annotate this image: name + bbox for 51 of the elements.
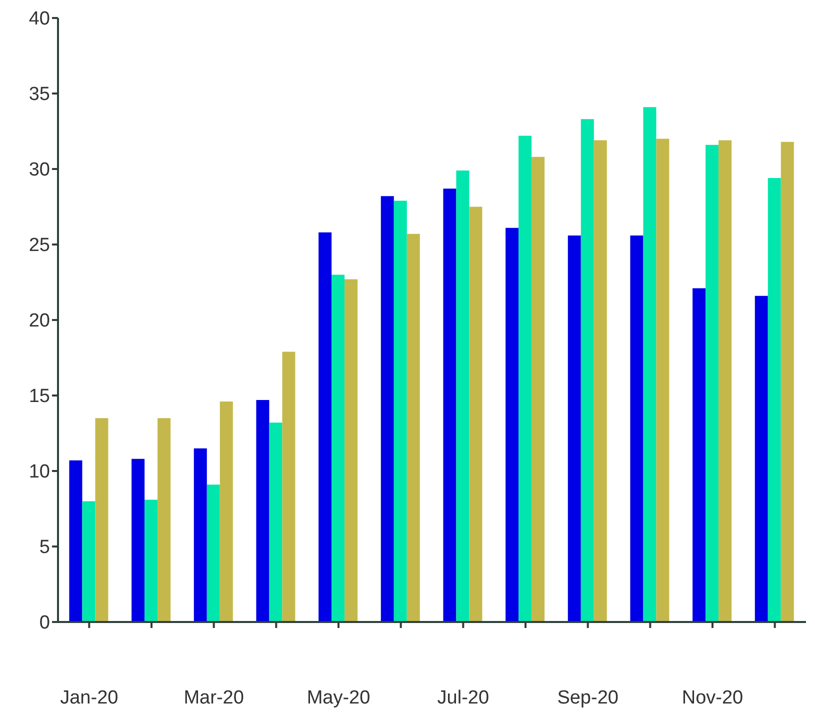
bar (318, 232, 332, 622)
bar (656, 138, 670, 622)
x-tick-label: May-20 (306, 687, 370, 708)
y-tick-label: 25 (28, 235, 50, 256)
bar (469, 206, 482, 622)
x-tick-label: Mar-20 (184, 687, 244, 708)
y-tick-label: 5 (39, 537, 50, 558)
bar (568, 235, 581, 622)
bar (206, 484, 220, 622)
y-tick-label: 30 (28, 160, 50, 181)
bar (443, 188, 456, 622)
bar (332, 274, 345, 622)
bar (132, 458, 145, 622)
bar (394, 200, 407, 622)
bar (158, 418, 171, 622)
bar (144, 500, 158, 622)
bar (580, 119, 594, 622)
bar (692, 288, 706, 622)
y-tick-label: 10 (28, 462, 50, 483)
bar (282, 352, 296, 622)
y-tick-label: 0 (39, 612, 50, 634)
bar (768, 178, 781, 622)
y-tick-label: 40 (28, 8, 50, 30)
bar (269, 422, 282, 622)
bar (506, 228, 519, 622)
bar (82, 501, 96, 622)
bar (406, 234, 420, 622)
bar (518, 136, 532, 622)
bar (380, 196, 394, 622)
y-tick-label: 15 (28, 386, 50, 408)
bar (194, 448, 207, 622)
x-tick-label: Jul-20 (437, 687, 490, 708)
bar (256, 400, 270, 622)
bar (95, 418, 108, 622)
bar (344, 279, 358, 622)
bar (456, 170, 470, 622)
bar (630, 235, 644, 622)
bar (532, 156, 545, 622)
bar (594, 140, 607, 622)
y-tick-label: 20 (28, 310, 50, 332)
bar (780, 142, 794, 622)
bar (220, 402, 233, 622)
y-tick-label: 35 (28, 84, 50, 106)
x-tick-label: Nov-20 (682, 687, 744, 708)
bar (718, 140, 732, 622)
bar (643, 107, 656, 622)
bar (69, 460, 82, 622)
bar (754, 296, 768, 622)
x-tick-label: Jan-20 (60, 687, 118, 708)
bar (706, 144, 719, 622)
x-tick-label: Sep-20 (557, 687, 618, 708)
